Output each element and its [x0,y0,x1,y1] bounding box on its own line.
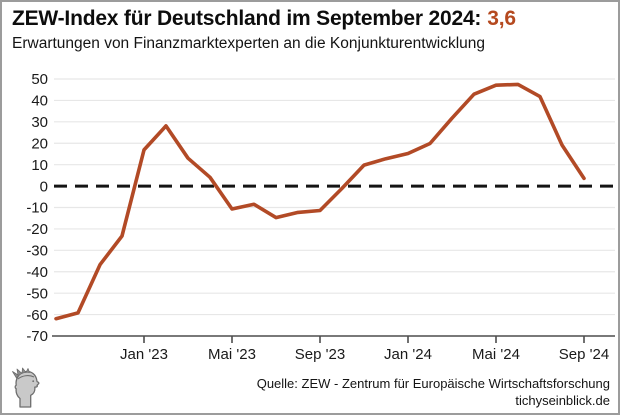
y-tick-label: -30 [26,243,48,260]
logo-head-silhouette [14,370,40,408]
classical-head-profile-logo [12,367,40,408]
site-text: tichyseinblick.de [515,393,610,408]
page-subtitle: Erwartungen von Finanzmarktexperten an d… [12,35,486,52]
zew-line-chart: 50 40 30 20 10 0 -10 -20 -30 -40 -50 -60 -70 Jan '23 M… [26,71,615,363]
y-tick-label: -60 [26,307,48,324]
y-tick-label: -50 [26,285,48,302]
source-block: Quelle: ZEW - Zentrum für Europäische Wi… [257,375,610,409]
y-tick-label: -40 [26,264,48,281]
logo-eye [32,380,35,383]
x-tick-label: Mai '24 [472,346,520,363]
y-tick-label: 10 [31,157,48,174]
source-text: Quelle: ZEW - Zentrum für Europäische Wi… [256,376,610,391]
y-tick-label: -20 [26,221,48,238]
logo-helmet-wing [12,367,30,379]
x-tick-label: Jan '24 [384,346,432,363]
y-tick-label: 0 [40,178,48,195]
y-tick-label: 40 [31,93,48,110]
x-tick-label: Sep '24 [559,346,609,363]
y-tick-label: -10 [26,200,48,217]
zew-index-series-line [54,82,586,321]
y-tick-label: 30 [31,114,48,131]
title-value: 3,6 [487,7,516,30]
page-title: ZEW-Index für Deutschland im September 2… [12,7,516,31]
y-tick-label: 20 [31,135,48,152]
page-title-text: ZEW-Index für Deutschland im September 2… [12,7,482,30]
logo-hair-band [17,375,35,380]
x-tick-label: Jan '23 [120,346,168,363]
y-tick-label: -70 [26,328,48,345]
x-tick-label: Sep '23 [295,346,345,363]
y-tick-label: 50 [31,71,48,88]
x-tick-label: Mai '23 [208,346,256,363]
